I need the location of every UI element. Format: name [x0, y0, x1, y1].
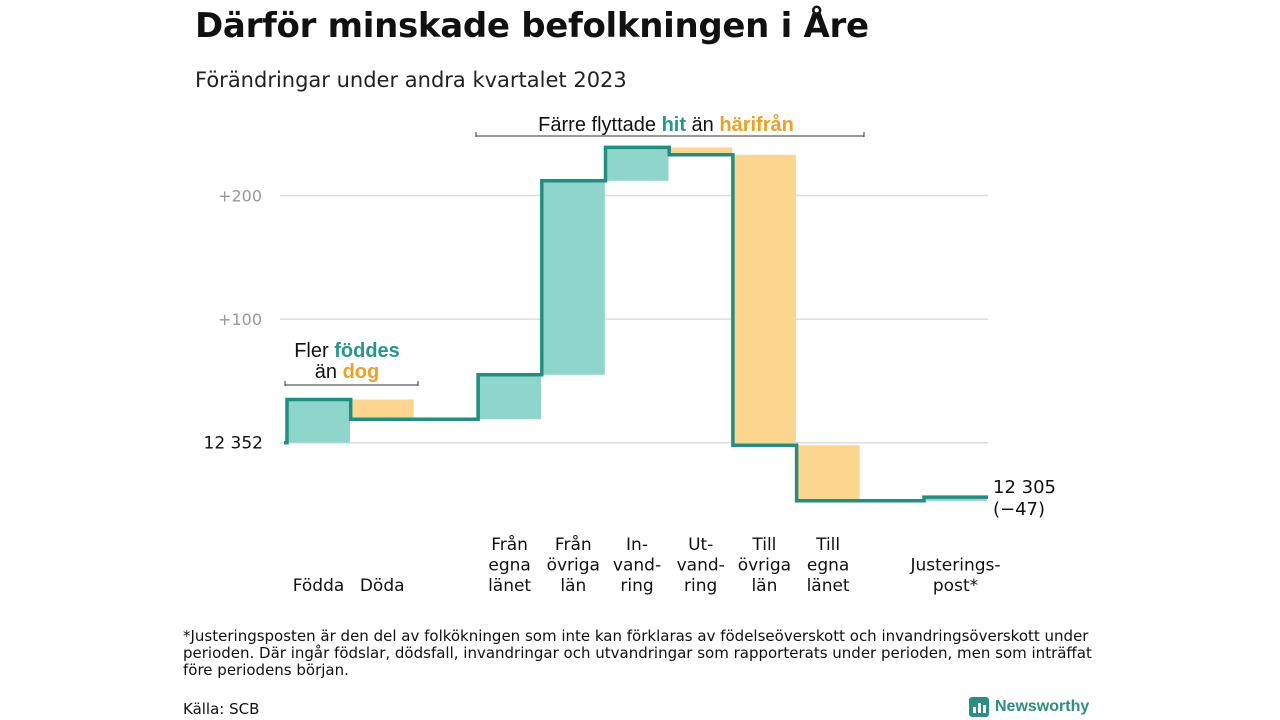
category-label-1-0: Döda: [360, 576, 405, 596]
category-label-10-1: post*: [933, 576, 978, 596]
category-label-7-2: län: [751, 576, 777, 596]
annotation-birth-death-line2: än dog: [315, 361, 379, 383]
annotation-migration-part-1: hit: [662, 114, 687, 136]
annotation-birth-death-line1-part-1: föddes: [334, 340, 400, 362]
brand: Newsworthy: [969, 697, 1089, 717]
category-label-8-2: länet: [807, 576, 850, 596]
category-label-4-2: län: [560, 576, 586, 596]
bar-8: [796, 445, 860, 501]
start-value-label: 12 352: [204, 434, 263, 454]
category-label-6-1: vand-: [677, 556, 725, 576]
annotation-birth-death-line1: Fler föddes: [294, 340, 400, 362]
y-tick-label-1: +200: [218, 187, 262, 206]
bar-1: [350, 399, 414, 420]
category-label-5-0: In-: [626, 535, 648, 555]
cumulative-step-line: [284, 145, 988, 503]
annotation-migration-part-3: härifrån: [719, 113, 793, 136]
category-label-7-0: Till: [751, 535, 776, 555]
end-change-label: (−47): [993, 499, 1045, 520]
category-label-0-0: Födda: [293, 576, 345, 596]
category-label-4-1: övriga: [547, 556, 600, 576]
bar-5: [605, 147, 669, 181]
chart-title: Därför minskade befolkningen i Åre: [195, 6, 869, 46]
brand-name: Newsworthy: [995, 698, 1090, 715]
category-label-5-1: vand-: [613, 556, 661, 576]
category-label-5-2: ring: [620, 576, 653, 596]
annotation-migration: Färre flyttade hit än härifrån: [538, 113, 794, 136]
annotation-migration-part-0: Färre flyttade: [538, 114, 661, 136]
annotation-migration-bracket: [475, 132, 865, 137]
category-label-3-2: länet: [488, 576, 531, 596]
category-label-6-0: Ut-: [688, 535, 713, 555]
bar-0: [287, 399, 350, 443]
annotation-birth-death-line1-part-0: Fler: [294, 340, 334, 362]
category-label-8-0: Till: [815, 535, 840, 555]
category-label-4-0: Från: [555, 534, 592, 555]
category-label-7-1: övriga: [738, 556, 791, 576]
bar-10: [924, 497, 987, 501]
y-tick-label-0: +100: [218, 310, 262, 329]
bar-3: [478, 374, 542, 420]
annotation-migration-part-2: än: [686, 114, 719, 136]
end-value-label: 12 305: [993, 477, 1056, 498]
annotation-birth-death-bracket: [284, 381, 419, 386]
category-label-3-0: Från: [491, 534, 528, 555]
footnote: *Justeringsposten är den del av folkökni…: [183, 627, 1092, 679]
source: Källa: SCB: [183, 700, 260, 718]
bar-4: [541, 180, 605, 375]
category-label-10-0: Justerings-: [909, 556, 1000, 576]
chart-subtitle: Förändringar under andra kvartalet 2023: [195, 68, 627, 92]
annotation-birth-death-line2-part-0: än: [315, 361, 343, 383]
category-label-3-1: egna: [488, 556, 530, 576]
bar-7: [732, 154, 796, 446]
annotation-birth-death-line2-part-1: dog: [343, 361, 380, 383]
bar-6: [669, 147, 733, 155]
category-label-8-1: egna: [807, 556, 849, 576]
newsworthy-logo-icon: [969, 697, 989, 717]
category-label-6-2: ring: [684, 576, 717, 596]
